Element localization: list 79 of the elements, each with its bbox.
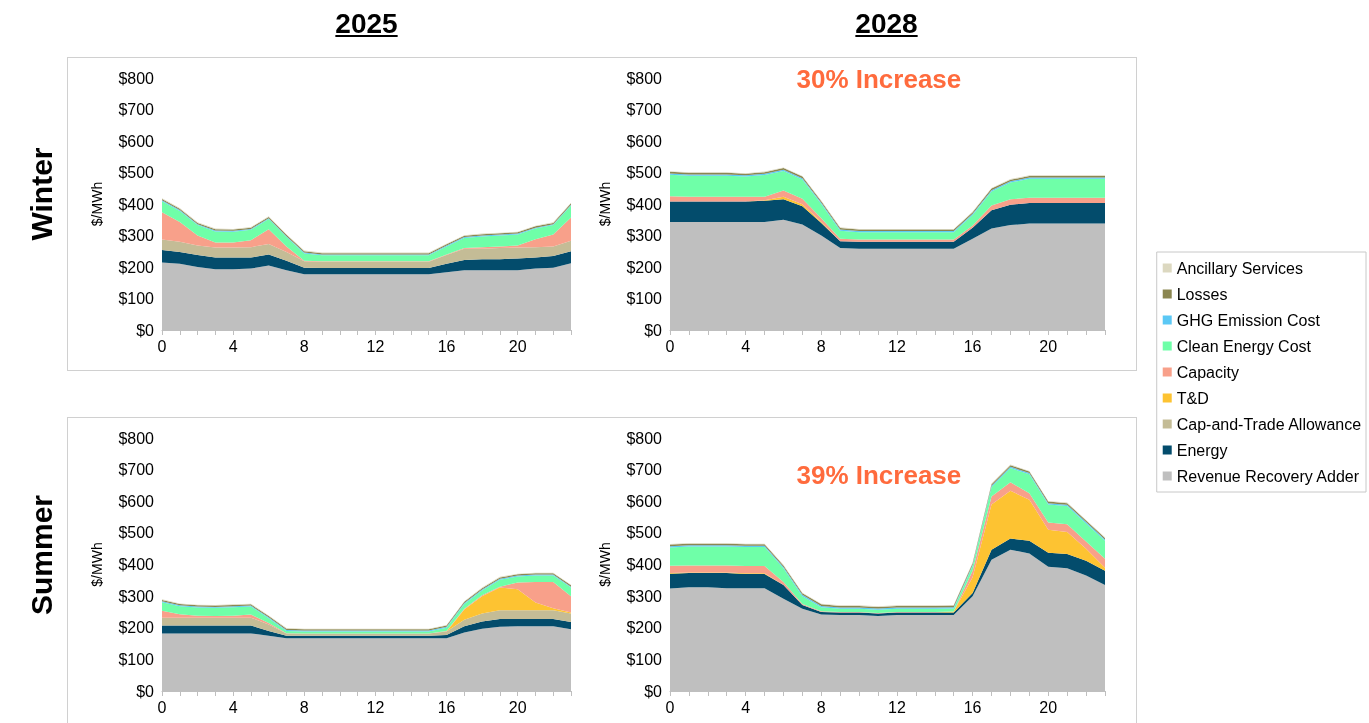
- y-tick-label: $700: [118, 461, 155, 479]
- x-tick-label: 16: [437, 698, 456, 716]
- y-tick-label: $800: [626, 69, 663, 87]
- legend-label: Revenue Recovery Adder: [1176, 467, 1360, 485]
- x-tick-label: 12: [888, 337, 906, 355]
- chart-title: 2025: [335, 8, 398, 40]
- y-tick-label: $400: [118, 195, 155, 213]
- x-tick-label: 12: [366, 698, 385, 716]
- y-tick-label: $0: [644, 321, 663, 339]
- legend-label: Losses: [1176, 285, 1228, 303]
- y-tick-label: $100: [118, 290, 155, 307]
- legend-label: GHG Emission Cost: [1176, 311, 1321, 329]
- text: Summer: [25, 494, 59, 615]
- y-axis-title: $/MWh: [597, 542, 613, 587]
- y-tick-label: $200: [118, 619, 155, 637]
- legend-label: Ancillary Services: [1176, 259, 1303, 277]
- x-tick-label: 0: [157, 698, 167, 716]
- y-tick-label: $200: [118, 258, 155, 276]
- legend-label: Clean Energy Cost: [1176, 337, 1312, 355]
- y-tick-label: $800: [118, 69, 155, 87]
- x-tick-label: 4: [228, 337, 238, 355]
- x-tick-label: 16: [437, 337, 456, 355]
- y-tick-label: $600: [626, 132, 663, 150]
- y-axis-title: $/MWh: [89, 181, 105, 227]
- y-tick-label: $0: [136, 682, 155, 700]
- chart-title: 2028: [855, 8, 918, 40]
- y-tick-label: $200: [626, 258, 663, 276]
- y-axis-title: $/MWh: [597, 181, 613, 227]
- y-tick-label: $800: [626, 429, 663, 447]
- y-tick-label: $600: [118, 132, 155, 150]
- x-tick-label: 8: [299, 337, 309, 355]
- y-tick-label: $600: [118, 492, 155, 510]
- y-tick-label: $500: [118, 164, 155, 181]
- legend-label: Energy: [1176, 441, 1228, 459]
- y-tick-label: $300: [626, 227, 663, 244]
- y-tick-label: $300: [118, 587, 155, 605]
- x-tick-label: 16: [963, 337, 982, 355]
- x-tick-label: 12: [366, 337, 385, 355]
- x-tick-label: 8: [299, 698, 309, 716]
- x-tick-label: 4: [228, 698, 238, 716]
- annotation: 30% Increase: [796, 64, 962, 94]
- x-tick-label: 0: [665, 698, 675, 716]
- y-tick-label: $300: [118, 227, 155, 244]
- x-tick-label: 20: [1039, 698, 1058, 716]
- legend-label: T&D: [1176, 389, 1209, 407]
- legend-label: Capacity: [1176, 363, 1239, 381]
- y-tick-label: $0: [136, 321, 155, 339]
- y-tick-label: $200: [626, 619, 663, 637]
- y-tick-label: $500: [118, 524, 155, 542]
- x-tick-label: 8: [816, 337, 826, 355]
- y-tick-label: $0: [644, 682, 663, 700]
- y-tick-label: $100: [118, 650, 155, 668]
- y-tick-label: $300: [626, 587, 663, 605]
- text: Winter: [25, 147, 59, 241]
- y-tick-label: $400: [118, 556, 155, 573]
- y-tick-label: $700: [626, 461, 663, 479]
- x-tick-label: 20: [1039, 337, 1058, 355]
- x-tick-label: 4: [741, 698, 751, 716]
- y-tick-label: $700: [118, 101, 155, 118]
- y-tick-label: $400: [626, 556, 663, 573]
- x-tick-label: 16: [963, 698, 982, 716]
- x-tick-label: 8: [816, 698, 826, 716]
- x-tick-label: 20: [508, 337, 527, 355]
- legend-label: Cap-and-Trade Allowance: [1176, 415, 1362, 433]
- y-tick-label: $600: [626, 492, 663, 510]
- x-tick-label: 4: [741, 337, 751, 355]
- x-tick-label: 0: [665, 337, 675, 355]
- x-tick-label: 0: [157, 337, 167, 355]
- annotation: 39% Increase: [796, 460, 962, 490]
- y-tick-label: $500: [626, 164, 663, 181]
- y-tick-label: $100: [626, 290, 663, 307]
- x-tick-label: 20: [508, 698, 527, 716]
- y-tick-label: $100: [626, 650, 663, 668]
- y-tick-label: $400: [626, 195, 663, 213]
- y-axis-title: $/MWh: [89, 542, 105, 587]
- y-tick-label: $800: [118, 429, 155, 447]
- x-tick-label: 12: [888, 698, 906, 716]
- y-tick-label: $700: [626, 101, 663, 118]
- y-tick-label: $500: [626, 524, 663, 542]
